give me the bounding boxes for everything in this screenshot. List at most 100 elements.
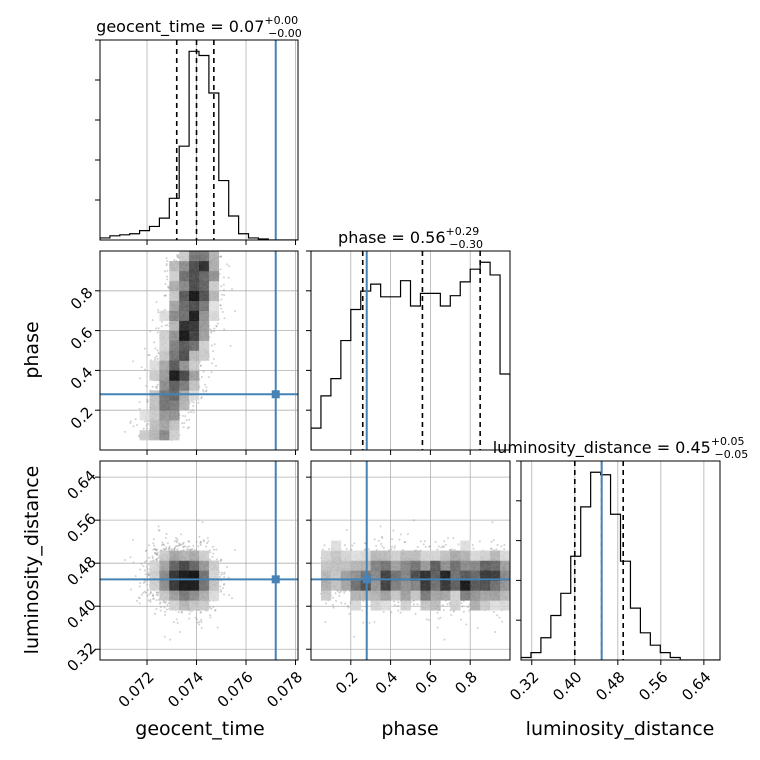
- sample-point: [210, 607, 213, 610]
- sample-point: [176, 541, 179, 544]
- sample-point: [166, 260, 169, 263]
- density-cell: [169, 390, 180, 401]
- density-cell: [169, 350, 180, 361]
- sample-point: [155, 591, 158, 594]
- sample-point: [140, 593, 143, 596]
- density-cell: [208, 300, 220, 311]
- sample-point: [209, 606, 212, 609]
- sample-point: [156, 551, 159, 554]
- sample-point: [151, 319, 154, 322]
- sample-point: [221, 311, 224, 314]
- sample-point: [203, 540, 206, 543]
- sample-point: [138, 407, 141, 410]
- sample-point: [157, 311, 160, 314]
- sample-point: [134, 418, 137, 421]
- density-cell: [169, 270, 180, 282]
- sample-point: [165, 547, 168, 550]
- density-cell: [159, 560, 170, 571]
- density-cell: [199, 260, 210, 272]
- sample-point: [139, 377, 142, 380]
- sample-point: [151, 555, 154, 558]
- sample-point: [157, 327, 160, 330]
- density-cell: [189, 310, 200, 321]
- sample-point: [229, 344, 232, 347]
- sample-point: [155, 553, 158, 556]
- sample-point: [164, 610, 167, 613]
- sample-point: [160, 606, 163, 609]
- sample-point: [145, 549, 148, 552]
- sample-point: [181, 414, 184, 417]
- sample-point: [221, 571, 224, 574]
- sample-point: [188, 545, 191, 548]
- density-cell: [169, 370, 180, 381]
- sample-point: [222, 283, 225, 286]
- sample-point: [196, 618, 199, 621]
- sample-point: [132, 538, 135, 541]
- density-cell: [189, 600, 200, 611]
- density-cell: [208, 280, 220, 292]
- density-cell: [149, 430, 160, 441]
- sample-point: [140, 366, 143, 369]
- sample-point: [151, 593, 154, 596]
- sample-point: [154, 612, 157, 615]
- sample-point: [163, 606, 166, 609]
- sample-point: [147, 556, 150, 559]
- sample-point: [157, 592, 160, 595]
- sample-point: [219, 255, 222, 258]
- sample-point: [175, 545, 178, 548]
- sample-point: [167, 547, 170, 550]
- sample-point: [212, 350, 215, 353]
- sample-point: [220, 298, 223, 301]
- sample-point: [166, 275, 169, 278]
- sample-point: [163, 548, 166, 551]
- sample-point: [156, 553, 159, 556]
- sample-point: [157, 351, 160, 354]
- sample-point: [183, 545, 186, 548]
- axes-frame: [310, 250, 511, 451]
- sample-point: [163, 543, 166, 546]
- sample-point: [219, 589, 222, 592]
- density-cell: [169, 580, 180, 591]
- density-panel-luminosity_distance-vs-geocent_time: [99, 460, 299, 661]
- density-cell: [169, 260, 180, 272]
- sample-point: [162, 547, 165, 550]
- truth-marker: [271, 390, 280, 399]
- sample-point: [234, 549, 237, 552]
- sample-point: [187, 411, 190, 414]
- density-cell: [179, 380, 190, 391]
- density-cell: [179, 390, 190, 401]
- sample-point: [197, 519, 200, 522]
- density-cell: [189, 550, 200, 561]
- sample-point: [154, 358, 157, 361]
- sample-point: [211, 555, 214, 558]
- sample-point: [159, 609, 162, 612]
- sample-point: [173, 540, 176, 543]
- sample-point: [164, 294, 167, 297]
- hist-panel-phase: phase = 0.56+0.29 −0.30: [306, 225, 511, 451]
- density-cell: [149, 400, 160, 411]
- sample-point: [200, 627, 203, 630]
- sample-point: [142, 565, 145, 568]
- density-cell: [189, 280, 200, 292]
- sample-point: [153, 341, 156, 344]
- density-cell: [169, 420, 180, 431]
- sample-point: [176, 548, 179, 551]
- sample-point: [143, 569, 146, 572]
- sample-point: [168, 547, 171, 550]
- sample-point: [206, 542, 209, 545]
- sample-point: [214, 608, 217, 611]
- sample-point: [146, 400, 149, 403]
- sample-point: [220, 307, 223, 310]
- sample-point: [176, 255, 179, 258]
- sample-point: [155, 599, 158, 602]
- sample-point: [152, 594, 155, 597]
- density-cell: [149, 390, 160, 401]
- sample-point: [166, 278, 169, 281]
- sample-point: [219, 560, 222, 563]
- sample-point: [209, 614, 212, 617]
- sample-point: [154, 356, 157, 359]
- sample-point: [178, 543, 181, 546]
- density-cell: [169, 400, 180, 411]
- sample-point: [198, 360, 201, 363]
